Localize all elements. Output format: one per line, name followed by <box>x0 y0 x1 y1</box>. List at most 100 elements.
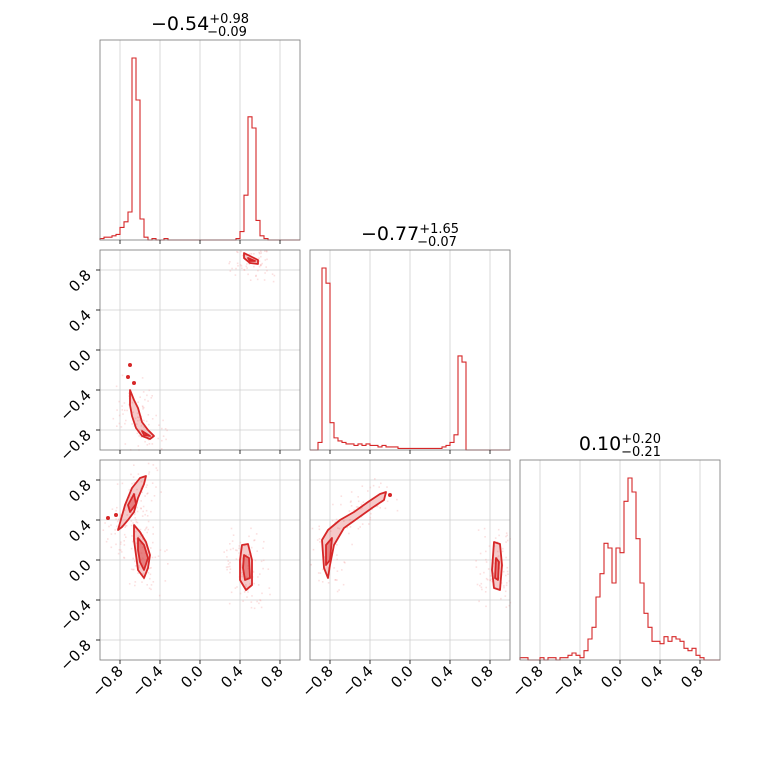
scatter-point <box>357 500 360 503</box>
scatter-point <box>115 518 117 520</box>
scatter-point <box>255 533 258 535</box>
title-param-0-value: −0.54 <box>151 13 209 35</box>
scatter-point <box>115 509 117 512</box>
xtick-label-1-4: 0.8 <box>467 662 497 692</box>
scatter-point <box>353 509 355 511</box>
scatter-point <box>506 539 509 542</box>
scatter-point <box>269 593 271 596</box>
scatter-point <box>505 532 508 534</box>
scatter-point <box>475 560 477 562</box>
scatter-point <box>155 414 157 417</box>
density-dot-0-2 <box>132 381 136 385</box>
scatter-point <box>136 510 139 513</box>
scatter-point <box>508 604 511 607</box>
scatter-point <box>496 556 499 559</box>
scatter-point <box>376 505 379 508</box>
scatter-point <box>123 540 125 542</box>
scatter-point <box>157 437 159 440</box>
scatter-point <box>151 482 154 484</box>
scatter-point <box>142 573 144 575</box>
scatter-point <box>245 554 247 556</box>
scatter-point <box>160 491 162 493</box>
title-param-2: 0.10+0.20 <box>579 432 661 455</box>
scatter-point <box>145 526 148 529</box>
scatter-point <box>130 520 133 522</box>
scatter-point <box>132 411 134 413</box>
scatter-point <box>507 573 509 575</box>
scatter-point <box>120 426 123 428</box>
scatter-point <box>246 267 248 269</box>
scatter-point <box>267 568 270 570</box>
scatter-point <box>166 549 168 551</box>
scatter-point <box>141 377 144 379</box>
scatter-point <box>232 534 235 536</box>
scatter-point <box>247 554 250 556</box>
scatter-point <box>256 278 259 281</box>
scatter-point <box>140 425 143 427</box>
scatter-point <box>368 523 370 525</box>
scatter-point <box>157 555 160 557</box>
scatter-point <box>140 552 143 554</box>
scatter-point <box>226 549 228 552</box>
scatter-point <box>140 436 142 438</box>
scatter-point <box>150 567 152 569</box>
scatter-point <box>137 416 139 418</box>
scatter-point <box>226 568 228 571</box>
scatter-point <box>235 549 237 551</box>
scatter-point <box>485 586 487 589</box>
scatter-point <box>362 501 365 503</box>
scatter-point <box>252 571 255 573</box>
scatter-point <box>144 529 146 531</box>
scatter-point <box>142 505 145 508</box>
title-param-0-upper: +0.98 <box>209 12 249 27</box>
scatter-point <box>245 576 248 578</box>
scatter-point <box>348 532 350 535</box>
scatter-point <box>144 495 146 497</box>
scatter-point <box>475 566 478 568</box>
scatter-point <box>241 564 243 567</box>
scatter-point <box>155 486 157 488</box>
scatter-point <box>138 435 140 437</box>
scatter-point <box>505 556 507 559</box>
density-dot-0-1 <box>128 363 132 367</box>
scatter-point <box>116 520 119 523</box>
scatter-point <box>230 591 233 594</box>
scatter-point <box>128 392 130 395</box>
scatter-point <box>266 250 268 253</box>
scatter-point <box>357 506 359 508</box>
scatter-point <box>255 275 257 277</box>
scatter-point <box>386 500 389 503</box>
scatter-point <box>319 572 322 574</box>
scatter-point <box>152 541 154 544</box>
scatter-point <box>121 374 124 377</box>
scatter-point <box>253 253 255 255</box>
scatter-point <box>144 552 147 555</box>
scatter-point <box>229 270 232 272</box>
scatter-point <box>118 414 121 417</box>
scatter-point <box>241 557 244 560</box>
scatter-point <box>479 552 482 555</box>
scatter-point <box>137 473 140 475</box>
scatter-point <box>257 584 260 586</box>
scatter-point <box>316 539 319 541</box>
scatter-point <box>155 467 158 469</box>
scatter-point <box>334 579 336 581</box>
scatter-point <box>147 572 150 574</box>
scatter-point <box>264 272 266 274</box>
scatter-point <box>238 552 240 554</box>
xtick-label-2-3: 0.4 <box>637 662 667 692</box>
scatter-point <box>338 589 340 591</box>
scatter-point <box>265 250 268 252</box>
scatter-point <box>139 543 142 545</box>
title-param-2-lower: −0.21 <box>621 445 661 460</box>
scatter-point <box>349 519 351 521</box>
scatter-point <box>505 574 507 577</box>
scatter-point <box>241 254 244 257</box>
scatter-point <box>145 420 148 423</box>
scatter-point <box>133 568 135 571</box>
ytick-label-1-1: −0.4 <box>56 386 94 424</box>
scatter-point <box>138 565 140 567</box>
scatter-point <box>140 480 143 483</box>
scatter-point <box>147 414 150 416</box>
